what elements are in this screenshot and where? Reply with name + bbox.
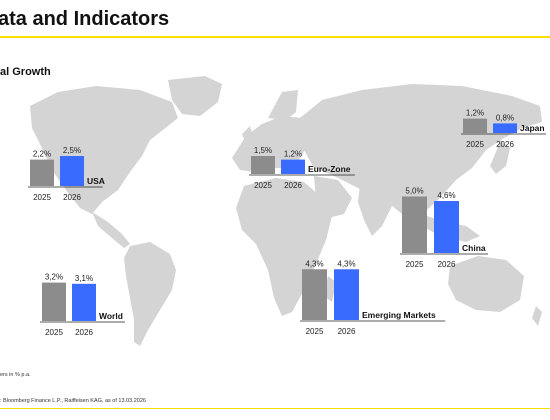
- year-label-china-2025: 2025: [406, 260, 424, 269]
- value-label-world-2026: 3,1%: [75, 274, 93, 283]
- world-map: [30, 76, 542, 346]
- value-label-usa-2025: 2,2%: [33, 150, 51, 159]
- year-label-euro-zone-2026: 2026: [284, 181, 302, 190]
- bar-emerging-markets-2026: [334, 269, 359, 320]
- year-label-usa-2025: 2025: [33, 193, 51, 202]
- bar-group-emerging-markets: 4,3% 2025 4,3% 2026 Emerging Markets: [300, 259, 446, 336]
- bar-group-euro-zone: 1,5% 2025 1,2% 2026 Euro-Zone: [249, 146, 355, 190]
- value-label-euro-zone-2026: 1,2%: [284, 150, 302, 159]
- year-label-emerging-markets-2025: 2025: [306, 327, 324, 336]
- bar-group-china: 5,0% 2025 4,6% 2026 China: [400, 187, 488, 269]
- region-label-euro-zone: Euro-Zone: [308, 164, 351, 174]
- year-label-china-2026: 2026: [438, 260, 456, 269]
- title-rule: [0, 36, 550, 38]
- value-label-emerging-markets-2025: 4,3%: [305, 259, 323, 268]
- bar-group-world: 3,2% 2025 3,1% 2026 World: [40, 273, 125, 337]
- value-label-euro-zone-2025: 1,5%: [254, 146, 272, 155]
- bar-group-japan: 1,2% 2025 0,8% 2026 Japan: [461, 109, 546, 149]
- value-label-china-2025: 5,0%: [405, 187, 423, 196]
- bar-euro-zone-2026: [281, 159, 305, 174]
- value-label-world-2025: 3,2%: [45, 273, 63, 282]
- value-label-emerging-markets-2026: 4,3%: [337, 259, 355, 268]
- bars-layer: 2,2% 2025 2,5% 2026 USA 1,5% 2025 1,2% 2026 Euro-…: [28, 109, 546, 337]
- source-note: : Bloomberg Finance L.P., Raiffeisen KAG…: [0, 398, 146, 404]
- region-label-emerging-markets: Emerging Markets: [362, 310, 436, 320]
- year-label-euro-zone-2025: 2025: [254, 181, 272, 190]
- value-label-usa-2026: 2,5%: [63, 146, 81, 155]
- bar-usa-2026: [60, 156, 84, 186]
- year-label-usa-2026: 2026: [63, 193, 81, 202]
- bar-japan-2025: [463, 118, 487, 133]
- bar-china-2025: [402, 196, 427, 253]
- value-label-japan-2026: 0,8%: [496, 113, 514, 122]
- bar-group-usa: 2,2% 2025 2,5% 2026 USA: [28, 146, 105, 202]
- bottom-rule: [0, 408, 550, 409]
- region-label-china: China: [462, 243, 486, 253]
- footnote: ers in % p.a.: [0, 372, 31, 378]
- year-label-japan-2025: 2025: [466, 140, 484, 149]
- region-label-japan: Japan: [520, 123, 545, 133]
- value-label-china-2026: 4,6%: [437, 191, 455, 200]
- bar-usa-2025: [30, 159, 54, 186]
- chart-subtitle: al Growth: [0, 66, 51, 78]
- bar-japan-2026: [493, 123, 517, 133]
- bar-china-2026: [434, 201, 459, 253]
- bar-world-2025: [42, 282, 66, 321]
- year-label-emerging-markets-2026: 2026: [338, 327, 356, 336]
- page-title: ata and Indicators: [0, 8, 170, 30]
- value-label-japan-2025: 1,2%: [466, 109, 484, 118]
- year-label-japan-2026: 2026: [496, 140, 514, 149]
- region-label-usa: USA: [87, 176, 105, 186]
- bar-world-2026: [72, 283, 96, 321]
- bar-euro-zone-2025: [251, 156, 275, 174]
- year-label-world-2026: 2026: [75, 328, 93, 337]
- bar-emerging-markets-2025: [302, 269, 327, 320]
- year-label-world-2025: 2025: [45, 328, 63, 337]
- region-label-world: World: [99, 311, 123, 321]
